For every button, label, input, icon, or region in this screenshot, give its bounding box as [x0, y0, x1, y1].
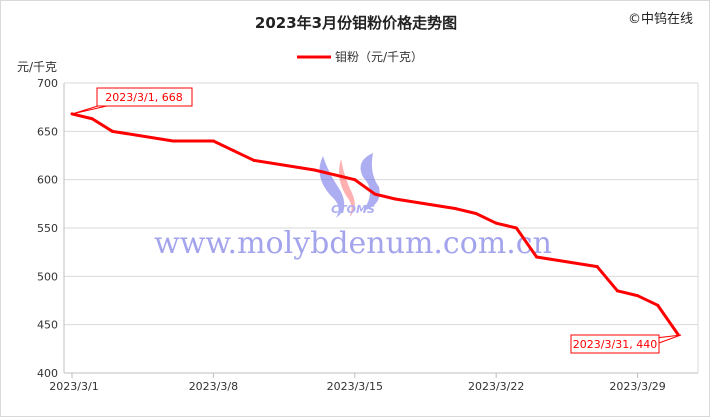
y-axis-label: 元/千克: [17, 60, 57, 74]
data-point: [535, 255, 539, 259]
data-point: [252, 158, 256, 162]
data-point: [171, 139, 175, 143]
y-tick-label: 400: [37, 367, 58, 380]
x-tick-label: 2023/3/22: [468, 380, 524, 393]
data-point: [110, 129, 114, 133]
data-point: [595, 265, 599, 269]
annotation-start-label: 2023/3/1, 668: [105, 91, 182, 104]
legend-label: 钼粉（元/千克）: [335, 50, 423, 64]
data-point: [474, 212, 478, 215]
data-point: [373, 192, 377, 196]
y-tick-label: 500: [37, 270, 58, 283]
annotation-end-label: 2023/3/31, 440: [573, 338, 657, 351]
watermark-url: www.molybdenum.com.cn: [154, 226, 552, 261]
annotation-end: 2023/3/31, 440: [570, 334, 682, 354]
y-tick-label: 600: [37, 174, 58, 187]
data-point: [615, 289, 619, 293]
x-tick-label: 2023/3/1: [49, 380, 98, 393]
copyright-text: ©中钨在线: [628, 11, 693, 27]
annotation-start: 2023/3/1, 668: [71, 87, 193, 115]
y-tick-label: 700: [37, 77, 58, 90]
data-point: [393, 197, 397, 201]
y-tick-label: 450: [37, 319, 58, 332]
data-point: [232, 149, 236, 153]
watermark-logo-text: CTOMS: [331, 203, 375, 216]
watermark-logo-icon-2: [339, 159, 355, 217]
x-tick-label: 2023/3/15: [327, 380, 383, 393]
watermark-logo-icon-3: [360, 153, 380, 211]
data-point: [312, 168, 316, 172]
data-point: [211, 139, 215, 143]
data-point: [656, 303, 660, 307]
data-point: [191, 139, 195, 143]
x-tick-label: 2023/3/8: [189, 380, 238, 393]
data-point: [454, 207, 458, 211]
y-tick-label: 550: [37, 222, 58, 235]
series-line: [71, 112, 680, 336]
data-point: [333, 173, 337, 177]
data-point: [90, 117, 94, 121]
data-point: [494, 221, 498, 225]
watermark: CTOMS www.molybdenum.com.cn: [154, 153, 552, 261]
data-point: [514, 226, 518, 230]
data-point: [636, 294, 640, 298]
data-point: [353, 178, 357, 182]
x-tick-label: 2023/3/29: [609, 380, 665, 393]
chart-title: 2023年3月份钼粉价格走势图: [255, 14, 457, 32]
y-tick-label: 650: [37, 125, 58, 138]
